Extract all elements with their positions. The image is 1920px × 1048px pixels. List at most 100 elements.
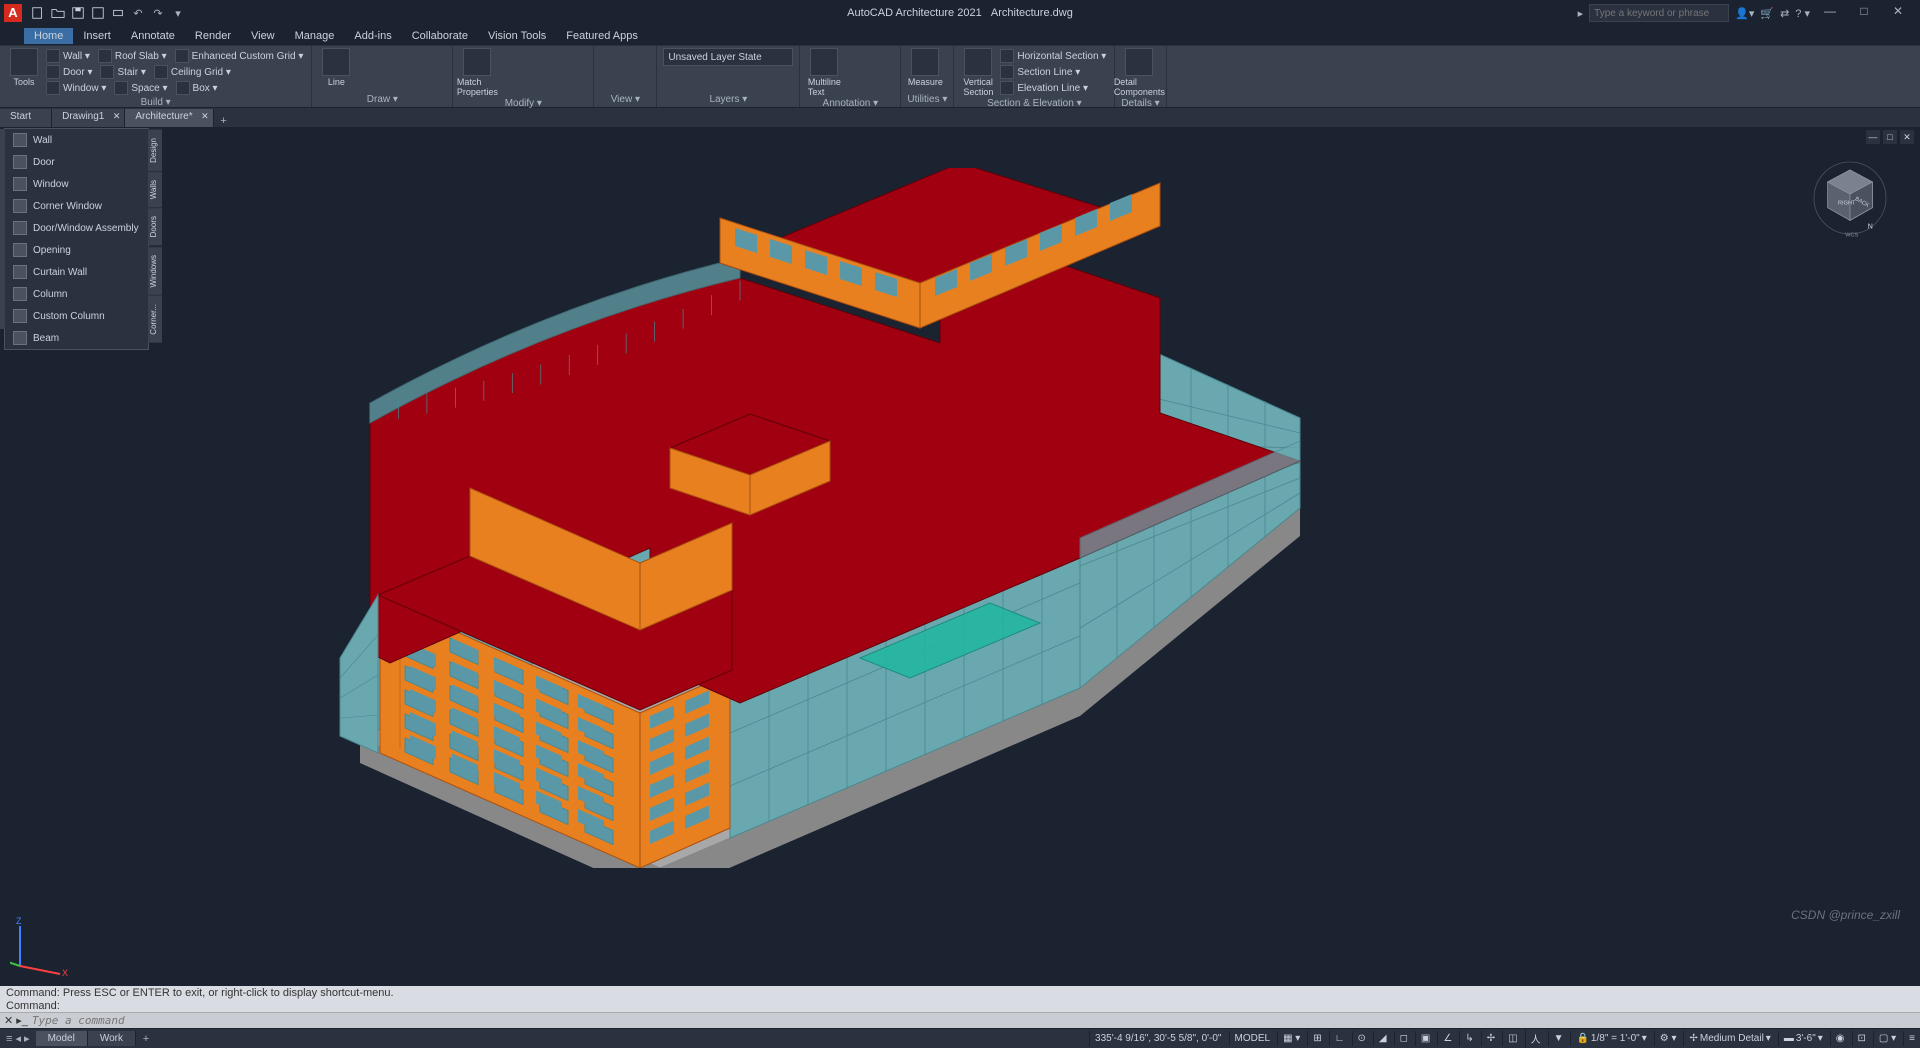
drawing-canvas[interactable]: [-][NE Isometric][Shaded] — □ ✕ RIGHT BA… [0,128,1920,986]
hardware-accel-icon[interactable]: ⊡ [1852,1031,1871,1046]
elevation-line-button[interactable]: Elevation Line ▾ [998,80,1090,96]
snap-icon[interactable]: ⊞ [1307,1031,1326,1046]
palette-tab-doors[interactable]: Doors [148,207,162,245]
door-button[interactable]: Door ▾ [44,64,94,80]
customize-icon[interactable]: ≡ [1903,1031,1920,1046]
viewport-close-icon[interactable]: ✕ [1900,130,1914,144]
palette-item-corner-window[interactable]: Corner Window [5,195,148,217]
file-tab-architecture[interactable]: Architecture*✕ [125,109,213,127]
wall-button[interactable]: Wall ▾ [44,48,92,64]
filter-icon[interactable]: ▼ [1548,1031,1569,1046]
ucs-icon[interactable]: Z X [10,916,70,976]
layout-tab-model[interactable]: Model [36,1031,88,1046]
command-line[interactable]: Command: Press ESC or ENTER to exit, or … [0,986,1920,1028]
detail-level[interactable]: ✢ Medium Detail ▾ [1683,1031,1775,1046]
palette-item-door[interactable]: Door [5,151,148,173]
palette-item-custom-column[interactable]: Custom Column [5,305,148,327]
menu-tab-view[interactable]: View [241,28,285,44]
help-arrow-icon[interactable]: ▸ [1578,7,1584,20]
ceiling-grid-button[interactable]: Ceiling Grid ▾ [152,64,233,80]
menu-tab-vision-tools[interactable]: Vision Tools [478,28,556,44]
palette-item-curtain-wall[interactable]: Curtain Wall [5,261,148,283]
minimize-button[interactable]: — [1816,4,1844,22]
file-tab-drawing1[interactable]: Drawing1✕ [52,109,125,127]
otrack-icon[interactable]: ∠ [1437,1031,1457,1046]
app-store-icon[interactable]: 🛒 [1760,7,1774,20]
roof-slab-button[interactable]: Roof Slab ▾ [96,48,169,64]
palette-tab-walls[interactable]: Walls [148,171,162,207]
signin-icon[interactable]: 👤▾ [1735,7,1754,20]
maximize-button[interactable]: □ [1850,4,1878,22]
match-button[interactable]: MatchProperties [459,48,495,97]
osnap-icon[interactable]: ◻ [1394,1031,1413,1046]
palette-item-window[interactable]: Window [5,173,148,195]
palette-tab-corner[interactable]: Corner... [148,295,162,343]
layout-tab-work[interactable]: Work [88,1031,136,1046]
space-button[interactable]: Space ▾ [112,80,169,96]
menu-tab-home[interactable]: Home [24,28,73,44]
ribbon-group-label[interactable]: Annotation ▾ [806,97,894,109]
add-layout-button[interactable]: + [136,1033,156,1045]
menu-tab-insert[interactable]: Insert [73,28,121,44]
multiline-button[interactable]: MultilineText [806,48,842,97]
qat-new-icon[interactable] [30,5,46,21]
line-button[interactable]: Line [318,48,354,87]
gear-icon[interactable]: ⚙ ▾ [1654,1031,1682,1046]
ribbon-group-label[interactable]: Draw ▾ [318,93,446,105]
ribbon-group-label[interactable]: Section & Elevation ▾ [960,97,1108,109]
viewport-minimize-icon[interactable]: — [1866,130,1880,144]
menu-tab-collaborate[interactable]: Collaborate [402,28,478,44]
qat-plot-icon[interactable] [110,5,126,21]
view-cube[interactable]: RIGHT BACK N WCS [1810,158,1890,238]
detail-button[interactable]: DetailComponents [1121,48,1157,97]
stair-button[interactable]: Stair ▾ [98,64,147,80]
grid-icon[interactable]: ▦ ▾ [1277,1031,1305,1046]
qat-dropdown-icon[interactable]: ▾ [170,5,186,21]
ribbon-group-label[interactable]: Build ▾ [6,96,305,108]
enhanced-custom-grid-button[interactable]: Enhanced Custom Grid ▾ [173,48,306,64]
qat-redo-icon[interactable]: ↷ [150,5,166,21]
ribbon-group-label[interactable]: Modify ▾ [459,97,587,109]
palette-item-door-window-assembly[interactable]: Door/Window Assembly [5,217,148,239]
layout-nav-icon[interactable]: ≡ ◂ ▸ [0,1032,36,1045]
ribbon-group-label[interactable]: Utilities ▾ [907,93,947,105]
tool-palette[interactable]: TOOL PALETTES - DESIGN WallDoorWindowCor… [4,128,149,350]
close-tab-icon[interactable]: ✕ [113,111,121,122]
ribbon-group-label[interactable]: Details ▾ [1121,97,1159,109]
palette-tab-windows[interactable]: Windows [148,246,162,295]
palette-item-opening[interactable]: Opening [5,239,148,261]
tools-button[interactable]: Tools [6,48,42,87]
gizmo-icon[interactable]: 人 [1525,1029,1546,1048]
qat-saveas-icon[interactable] [90,5,106,21]
viewport-maximize-icon[interactable]: □ [1883,130,1897,144]
measure-button[interactable]: Measure [907,48,943,87]
section-line-button[interactable]: Section Line ▾ [998,64,1082,80]
model-space-button[interactable]: MODEL [1229,1031,1276,1046]
close-button[interactable]: ✕ [1884,4,1912,22]
command-input[interactable] [32,1014,1916,1027]
window-button[interactable]: Window ▾ [44,80,108,96]
keyword-search-input[interactable] [1589,4,1729,22]
isolate-icon[interactable]: ◉ [1830,1031,1850,1046]
menu-tab-manage[interactable]: Manage [285,28,345,44]
menu-tab-add-ins[interactable]: Add-ins [344,28,401,44]
isodraft-icon[interactable]: ◢ [1373,1031,1392,1046]
palette-item-wall[interactable]: Wall [5,129,148,151]
annotation-scale[interactable]: 🔒 1/8" = 1'-0" ▾ [1570,1031,1651,1046]
dynamic-ucs-icon[interactable]: ↳ [1459,1031,1478,1046]
share-icon[interactable]: ⇄ [1780,7,1789,20]
menu-tab-render[interactable]: Render [185,28,241,44]
menu-tab-featured-apps[interactable]: Featured Apps [556,28,648,44]
horizontal-section-button[interactable]: Horizontal Section ▾ [998,48,1108,64]
new-tab-button[interactable]: + [214,115,234,127]
dynamic-input-icon[interactable]: ✢ [1481,1031,1500,1046]
close-tab-icon[interactable]: ✕ [201,111,209,122]
qat-open-icon[interactable] [50,5,66,21]
cut-plane[interactable]: ▬ 3'-6" ▾ [1778,1031,1828,1046]
help-icon[interactable]: ? ▾ [1795,7,1810,20]
file-tab-start[interactable]: Start [0,109,52,127]
selection-cycling-icon[interactable]: ◫ [1502,1031,1522,1046]
ortho-icon[interactable]: ∟ [1329,1031,1350,1046]
box-button[interactable]: Box ▾ [174,80,220,96]
palette-item-beam[interactable]: Beam [5,327,148,349]
